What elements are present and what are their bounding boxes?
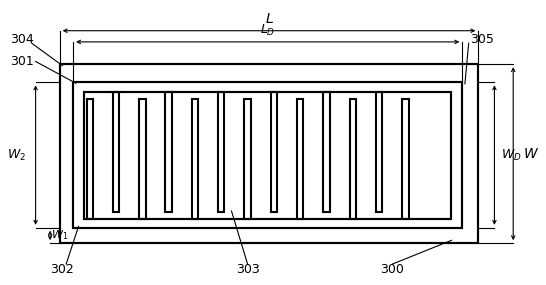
- Text: 300: 300: [381, 263, 405, 276]
- Text: 305: 305: [470, 32, 494, 46]
- Bar: [84, 92, 452, 219]
- Text: $L$: $L$: [265, 12, 274, 26]
- Bar: [84, 92, 452, 219]
- Text: 301: 301: [10, 55, 34, 68]
- Text: 304: 304: [10, 32, 34, 46]
- Text: $W_2$: $W_2$: [7, 148, 26, 163]
- Text: 302: 302: [51, 263, 74, 276]
- Bar: [73, 82, 462, 228]
- Bar: [73, 82, 462, 228]
- Text: $W_D$: $W_D$: [501, 148, 521, 163]
- Text: 303: 303: [236, 263, 259, 276]
- Bar: [60, 64, 478, 243]
- Text: $L_D$: $L_D$: [260, 23, 275, 38]
- Bar: [60, 64, 478, 243]
- Text: $W_1$: $W_1$: [51, 229, 68, 242]
- Text: $W$: $W$: [523, 147, 539, 161]
